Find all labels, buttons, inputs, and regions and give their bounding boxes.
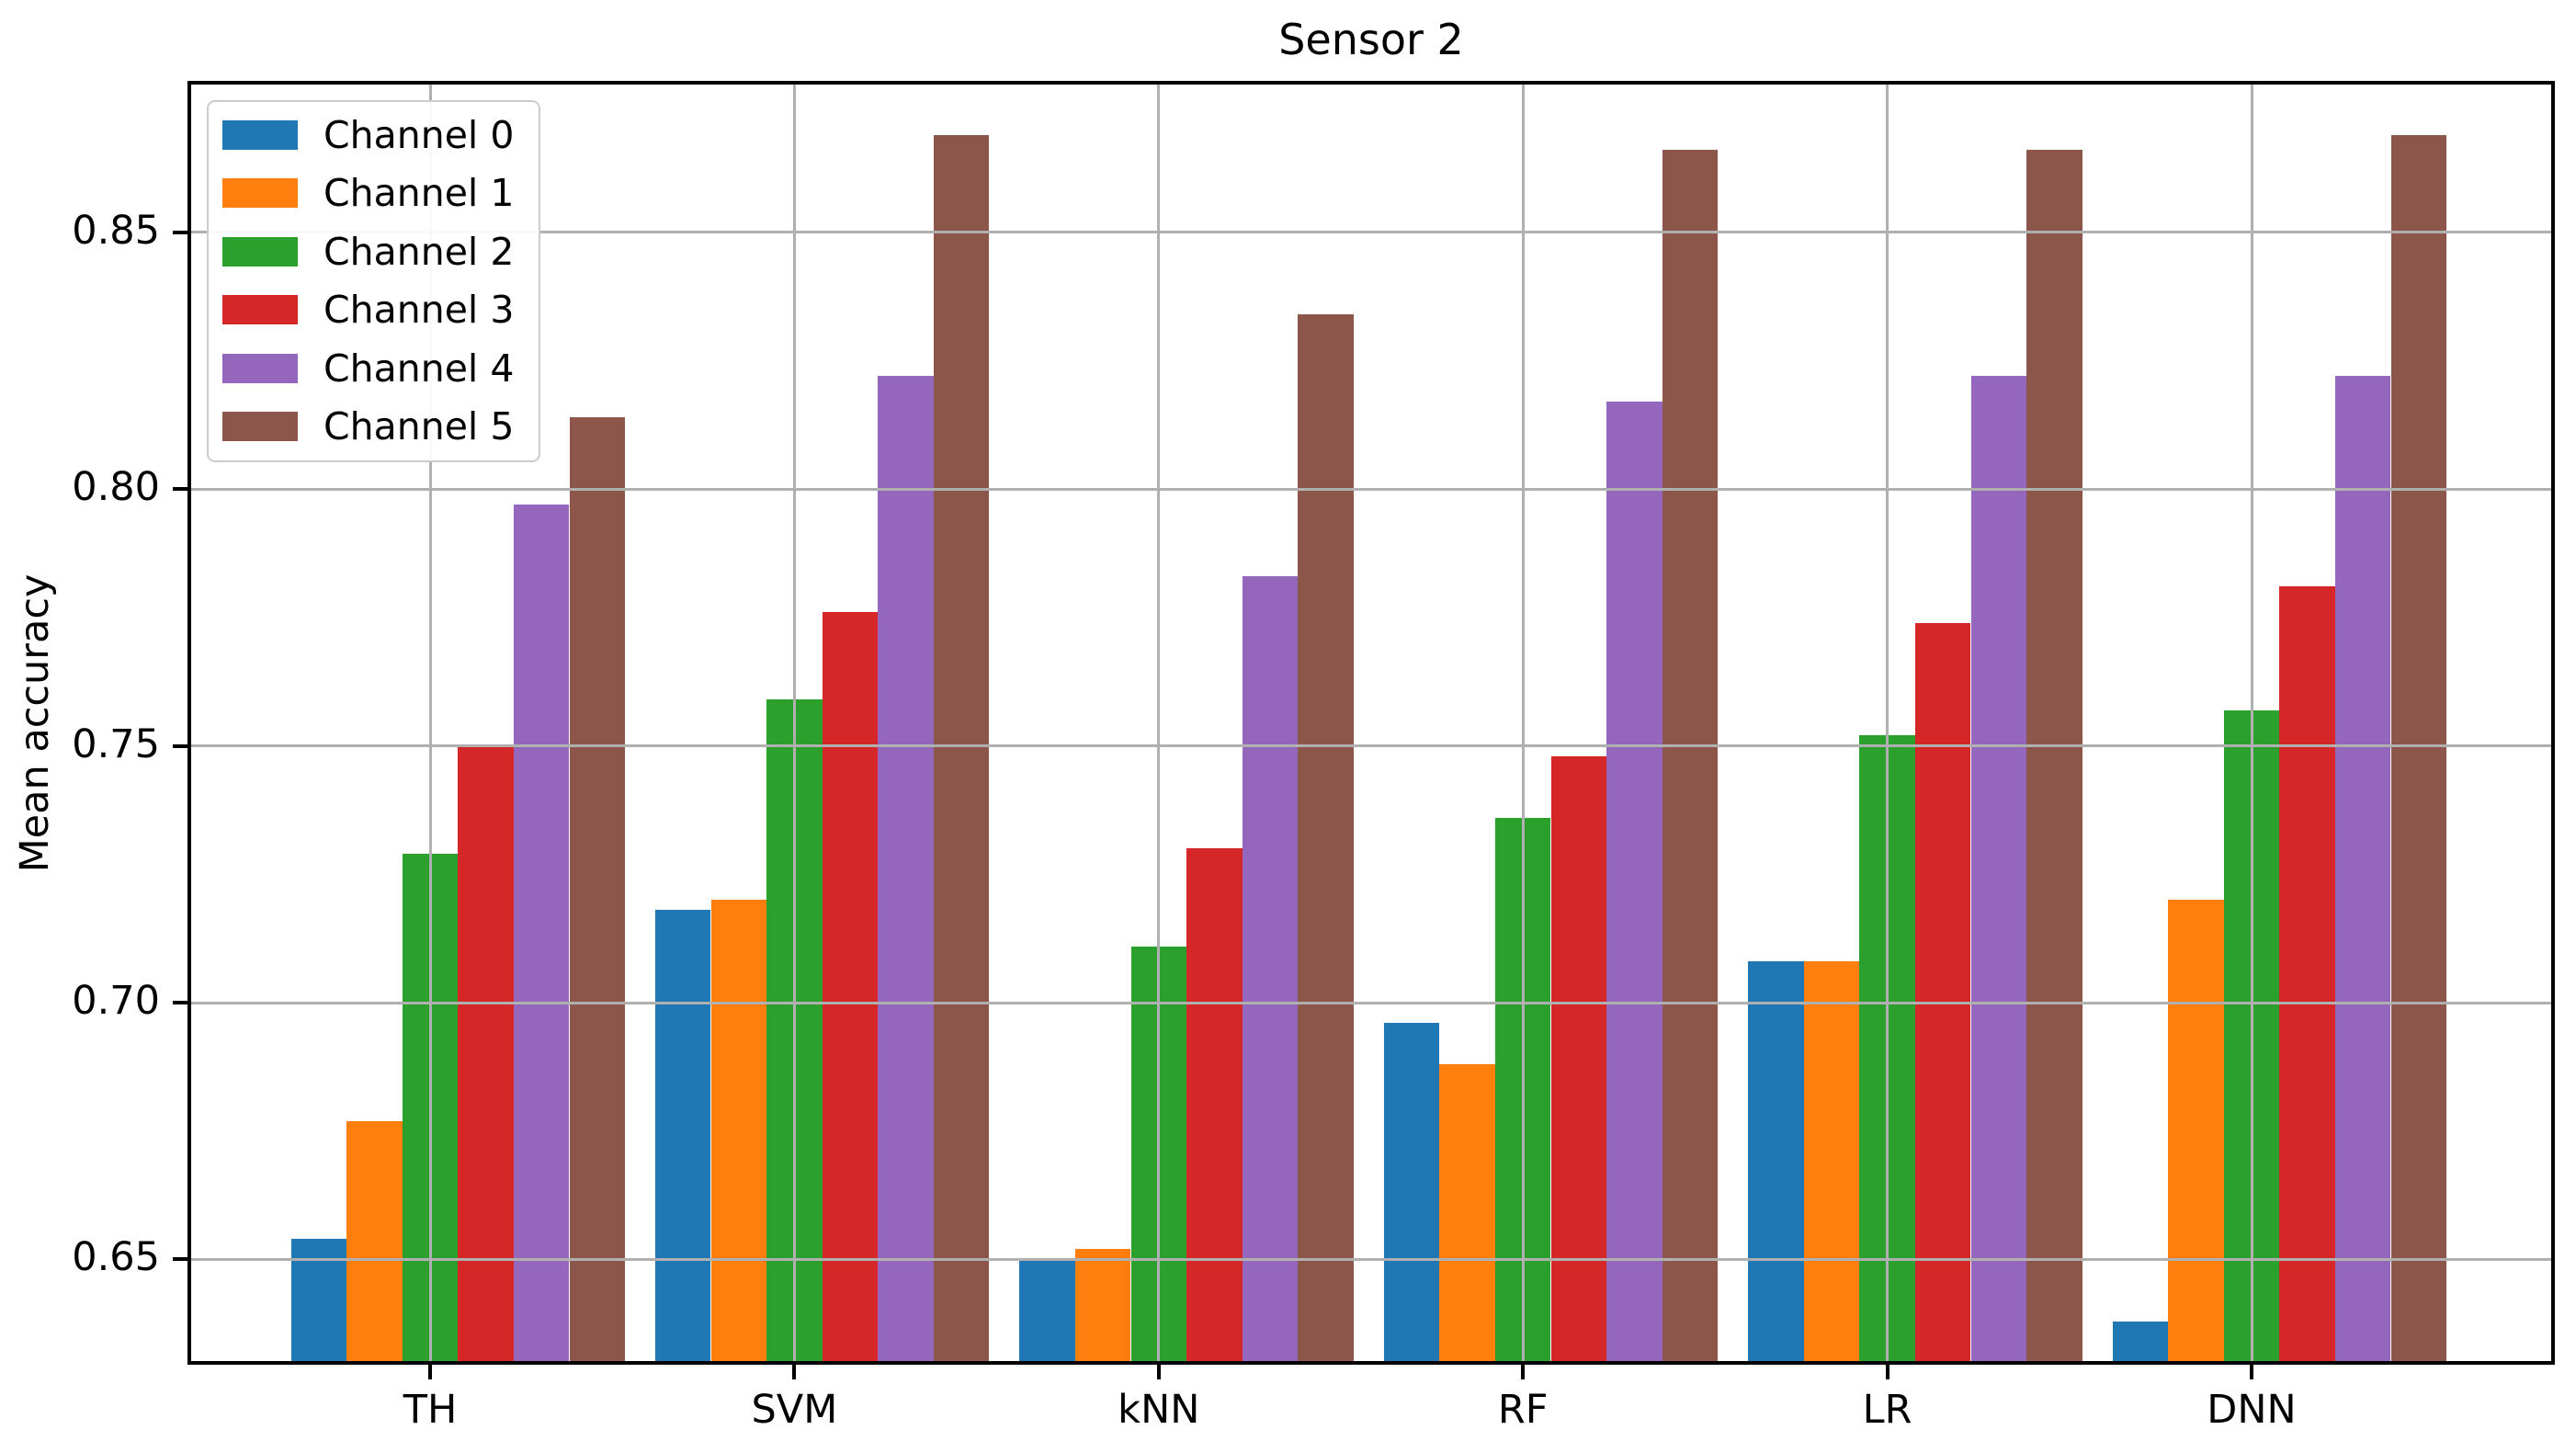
bar-DNN-channel-5 [2390,134,2447,1365]
y-axis-label: Mean accuracy [12,573,58,873]
legend-swatch-icon [222,412,298,441]
bar-kNN-channel-5 [1298,314,1354,1365]
bar-TH-channel-1 [346,1120,403,1365]
gridline-x-DNN [2250,81,2253,1365]
bar-kNN-channel-4 [1242,576,1299,1365]
legend-label: Channel 5 [323,404,515,448]
gridline-x-SVM [792,81,796,1365]
legend-swatch-icon [222,236,298,267]
legend: Channel 0 Channel 1 Channel 2 Channel 3 Chan… [207,100,540,462]
x-tick-label-LR: LR [1862,1387,1912,1433]
x-tick-mark [1885,1365,1889,1379]
bar-RF-channel-5 [1662,150,1719,1365]
bar-DNN-channel-3 [2279,586,2335,1365]
bar-RF-channel-1 [1439,1064,1495,1365]
bar-RF-channel-4 [1606,402,1662,1365]
y-tick-mark [173,1257,187,1262]
gridline-x-TH [428,81,432,1365]
legend-item-channel-1: Channel 1 [209,171,539,216]
bar-kNN-channel-0 [1019,1259,1075,1365]
legend-swatch-icon [222,120,298,150]
x-tick-label-DNN: DNN [2207,1387,2297,1433]
legend-swatch-icon [222,353,298,383]
x-tick-mark [428,1365,432,1379]
y-tick-mark [173,487,187,492]
x-tick-mark [1521,1365,1526,1379]
bar-TH-channel-5 [569,417,626,1365]
bar-DNN-channel-4 [2334,376,2391,1365]
legend-label: Channel 2 [323,229,515,274]
y-tick-label: 0.75 [72,720,160,767]
x-tick-mark [792,1365,797,1379]
bar-SVM-channel-1 [710,900,767,1365]
bar-LR-channel-5 [2026,150,2082,1365]
gridline-x-kNN [1157,81,1161,1365]
y-tick-label: 0.70 [72,978,160,1025]
x-tick-label-TH: TH [403,1387,458,1433]
y-tick-mark [173,230,187,234]
x-tick-mark [2250,1365,2253,1379]
bar-RF-channel-3 [1550,755,1607,1365]
bar-LR-channel-1 [1803,961,1860,1365]
y-tick-label: 0.80 [72,464,160,511]
chart-title: Sensor 2 [1278,15,1464,64]
legend-swatch-icon [222,178,298,209]
bar-LR-channel-4 [1970,376,2027,1365]
gridline-x-RF [1521,81,1525,1365]
bar-LR-channel-3 [1914,622,1971,1365]
bar-SVM-channel-0 [654,910,711,1365]
y-tick-mark [173,1001,187,1005]
bar-TH-channel-3 [458,745,514,1365]
legend-item-channel-4: Channel 4 [209,346,539,391]
y-tick-label: 0.85 [72,207,160,254]
legend-item-channel-5: Channel 5 [209,404,539,448]
bar-TH-channel-4 [513,505,570,1365]
y-tick-mark [173,743,187,748]
legend-label: Channel 3 [323,288,515,333]
gridline-y-0.70 [187,1001,2555,1004]
y-tick-label: 0.65 [72,1234,160,1281]
x-tick-label-SVM: SVM [751,1387,838,1433]
legend-label: Channel 1 [323,171,515,216]
bar-kNN-channel-1 [1074,1249,1131,1365]
bar-LR-channel-0 [1748,961,1804,1365]
bar-RF-channel-0 [1383,1023,1440,1365]
legend-swatch-icon [222,295,298,325]
legend-label: Channel 0 [323,113,515,157]
bar-SVM-channel-4 [878,376,934,1365]
bar-DNN-channel-0 [2112,1321,2169,1365]
x-tick-label-kNN: kNN [1118,1387,1200,1433]
gridline-y-0.75 [187,744,2555,748]
gridline-y-0.65 [187,1257,2555,1261]
bar-DNN-channel-1 [2168,900,2224,1365]
bar-kNN-channel-3 [1186,848,1243,1365]
x-tick-mark [1156,1365,1161,1379]
gridline-x-LR [1886,81,1889,1365]
legend-item-channel-0: Channel 0 [209,113,539,157]
bar-SVM-channel-5 [933,134,990,1365]
gridline-y-0.85 [187,231,2555,234]
gridline-y-0.80 [187,487,2555,491]
legend-label: Channel 4 [323,346,515,391]
legend-item-channel-3: Channel 3 [209,288,539,333]
x-tick-label-RF: RF [1497,1387,1549,1433]
legend-item-channel-2: Channel 2 [209,229,539,274]
bar-SVM-channel-3 [822,612,879,1365]
